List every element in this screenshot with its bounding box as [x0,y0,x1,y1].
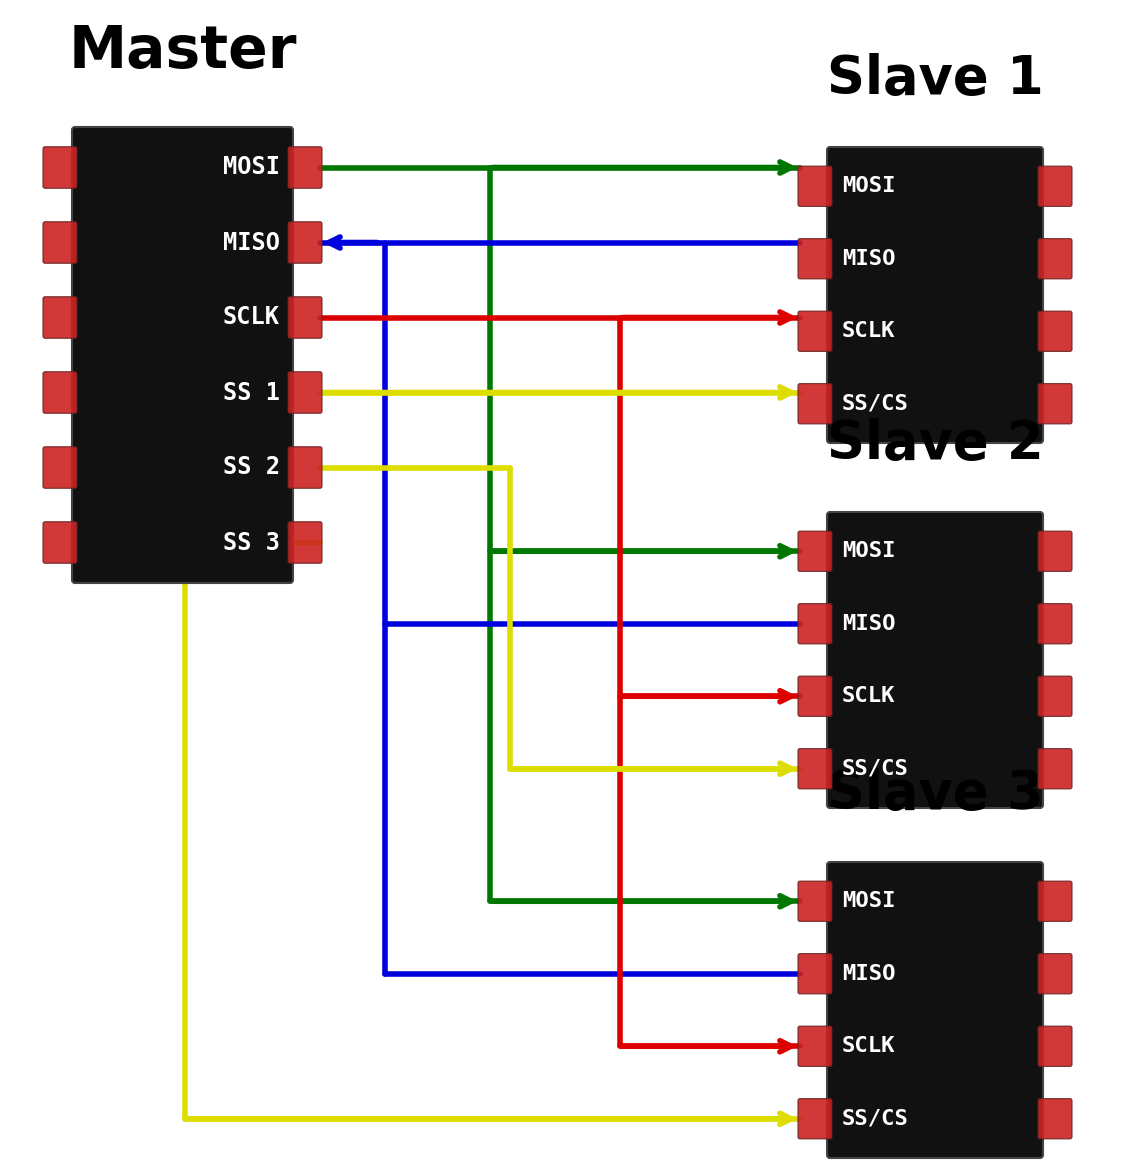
FancyBboxPatch shape [799,749,832,789]
FancyBboxPatch shape [1038,749,1072,789]
FancyBboxPatch shape [288,447,321,489]
Text: Master: Master [69,23,296,80]
FancyBboxPatch shape [799,166,832,206]
FancyBboxPatch shape [799,1027,832,1067]
FancyBboxPatch shape [827,512,1043,808]
Text: Slave 1: Slave 1 [827,53,1043,105]
Text: SS 1: SS 1 [223,381,280,404]
FancyBboxPatch shape [799,604,832,643]
FancyBboxPatch shape [827,146,1043,443]
Text: MISO: MISO [842,963,896,983]
FancyBboxPatch shape [72,127,293,582]
FancyBboxPatch shape [799,239,832,279]
Text: SS/CS: SS/CS [842,394,908,414]
FancyBboxPatch shape [799,676,832,716]
FancyBboxPatch shape [1038,676,1072,716]
FancyBboxPatch shape [1038,239,1072,279]
Text: SS 2: SS 2 [223,456,280,479]
FancyBboxPatch shape [288,372,321,414]
Text: Slave 3: Slave 3 [827,768,1043,820]
Text: MOSI: MOSI [842,891,896,912]
FancyBboxPatch shape [827,861,1043,1158]
FancyBboxPatch shape [1038,1098,1072,1139]
FancyBboxPatch shape [288,297,321,339]
FancyBboxPatch shape [288,222,321,264]
FancyBboxPatch shape [1038,383,1072,424]
FancyBboxPatch shape [1038,1027,1072,1067]
Text: MISO: MISO [842,248,896,268]
FancyBboxPatch shape [43,447,77,489]
Text: SS/CS: SS/CS [842,1109,908,1129]
FancyBboxPatch shape [43,522,77,564]
Text: SCLK: SCLK [842,687,896,707]
Text: SCLK: SCLK [842,1036,896,1056]
Text: Slave 2: Slave 2 [827,418,1043,470]
FancyBboxPatch shape [799,531,832,572]
FancyBboxPatch shape [1038,954,1072,994]
FancyBboxPatch shape [43,146,77,189]
FancyBboxPatch shape [43,297,77,339]
FancyBboxPatch shape [1038,531,1072,572]
Text: SCLK: SCLK [223,306,280,329]
FancyBboxPatch shape [1038,604,1072,643]
Text: SS/CS: SS/CS [842,758,908,778]
FancyBboxPatch shape [288,522,321,564]
Text: SCLK: SCLK [842,321,896,341]
Text: MOSI: MOSI [223,156,280,179]
Text: MISO: MISO [223,231,280,254]
FancyBboxPatch shape [43,222,77,264]
FancyBboxPatch shape [799,383,832,424]
FancyBboxPatch shape [799,881,832,921]
FancyBboxPatch shape [1038,311,1072,352]
FancyBboxPatch shape [288,146,321,189]
FancyBboxPatch shape [43,372,77,414]
FancyBboxPatch shape [799,311,832,352]
FancyBboxPatch shape [1038,166,1072,206]
Text: SS 3: SS 3 [223,531,280,554]
Text: MOSI: MOSI [842,176,896,196]
Text: MISO: MISO [842,614,896,634]
FancyBboxPatch shape [1038,881,1072,921]
Text: MOSI: MOSI [842,541,896,561]
FancyBboxPatch shape [799,1098,832,1139]
FancyBboxPatch shape [799,954,832,994]
